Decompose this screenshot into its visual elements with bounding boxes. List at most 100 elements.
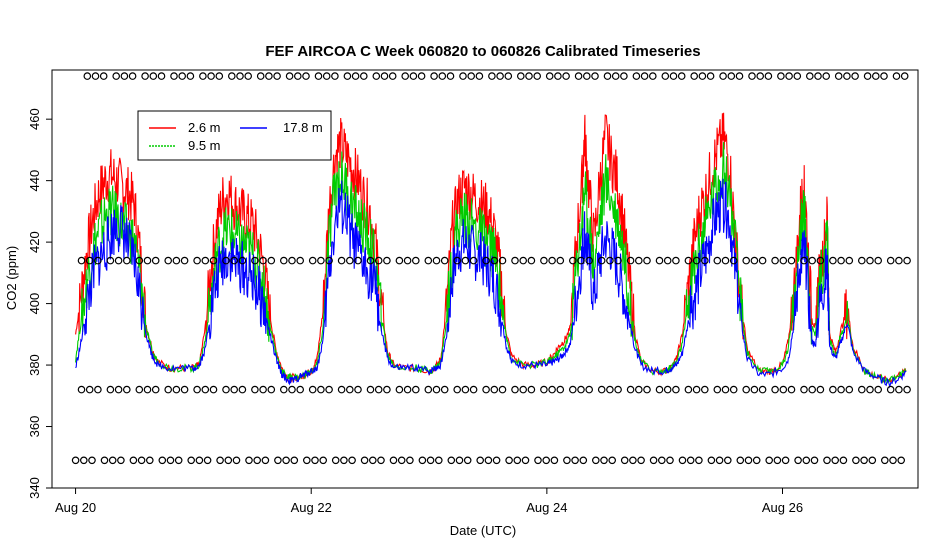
marker-point bbox=[614, 256, 622, 265]
marker-point bbox=[574, 72, 583, 80]
marker-point bbox=[657, 456, 666, 465]
series-layer bbox=[75, 112, 907, 389]
marker-point bbox=[727, 72, 736, 80]
marker-point bbox=[634, 256, 643, 265]
marker-point bbox=[504, 72, 513, 80]
marker-point bbox=[793, 72, 802, 80]
marker-point bbox=[267, 385, 276, 394]
marker-point bbox=[265, 72, 273, 80]
marker-point bbox=[860, 456, 868, 465]
marker-point bbox=[432, 385, 441, 394]
marker-point bbox=[527, 385, 536, 394]
marker-point bbox=[360, 456, 369, 465]
marker-point bbox=[852, 456, 860, 465]
marker-point bbox=[120, 72, 129, 80]
marker-point bbox=[424, 385, 433, 394]
marker-point bbox=[325, 385, 333, 394]
marker-point bbox=[141, 72, 149, 80]
marker-point bbox=[496, 72, 504, 80]
marker-point bbox=[897, 456, 906, 465]
marker-point bbox=[781, 456, 790, 465]
marker-point bbox=[143, 385, 152, 394]
marker-point bbox=[317, 256, 325, 265]
marker-point bbox=[874, 385, 883, 394]
marker-point bbox=[871, 72, 880, 80]
marker-point bbox=[195, 456, 204, 465]
y-tick-label: 380 bbox=[27, 354, 42, 376]
marker-point bbox=[706, 72, 715, 80]
marker-point bbox=[892, 72, 901, 80]
marker-point bbox=[719, 72, 727, 80]
series-line-17.8m bbox=[75, 178, 907, 389]
marker-point bbox=[232, 456, 241, 465]
marker-point bbox=[482, 385, 490, 394]
marker-point bbox=[777, 72, 785, 80]
marker-point bbox=[868, 456, 877, 465]
marker-point bbox=[143, 256, 152, 265]
marker-point bbox=[498, 385, 507, 394]
marker-point bbox=[193, 256, 201, 265]
marker-point bbox=[866, 256, 874, 265]
marker-point bbox=[816, 256, 825, 265]
marker-point bbox=[319, 456, 328, 465]
marker-point bbox=[123, 385, 131, 394]
marker-point bbox=[521, 456, 530, 465]
marker-point bbox=[424, 256, 433, 265]
marker-point bbox=[829, 385, 837, 394]
marker-point bbox=[516, 72, 525, 80]
marker-point bbox=[597, 385, 606, 394]
marker-row bbox=[71, 456, 906, 465]
marker-point bbox=[758, 385, 767, 394]
marker-point bbox=[756, 72, 765, 80]
marker-point bbox=[880, 456, 889, 465]
marker-point bbox=[128, 72, 137, 80]
marker-point bbox=[383, 385, 391, 394]
marker-point bbox=[695, 456, 703, 465]
y-axis-label: CO2 (ppm) bbox=[4, 246, 19, 310]
marker-point bbox=[359, 72, 368, 80]
marker-point bbox=[736, 456, 745, 465]
marker-point bbox=[172, 385, 181, 394]
marker-point bbox=[137, 456, 146, 465]
marker-point bbox=[201, 256, 210, 265]
marker-point bbox=[461, 385, 470, 394]
marker-point bbox=[571, 456, 579, 465]
marker-point bbox=[222, 256, 230, 265]
marker-point bbox=[787, 385, 796, 394]
marker-point bbox=[511, 385, 519, 394]
marker-point bbox=[438, 72, 447, 80]
marker-point bbox=[492, 456, 501, 465]
marker-point bbox=[395, 256, 404, 265]
marker-point bbox=[302, 456, 311, 465]
marker-point bbox=[698, 72, 707, 80]
marker-point bbox=[527, 256, 536, 265]
marker-point bbox=[677, 72, 686, 80]
marker-point bbox=[112, 72, 121, 80]
marker-point bbox=[158, 456, 167, 465]
marker-point bbox=[406, 456, 414, 465]
marker-point bbox=[498, 256, 507, 265]
marker-row bbox=[77, 256, 911, 265]
marker-point bbox=[91, 72, 100, 80]
marker-point bbox=[585, 385, 594, 394]
marker-point bbox=[383, 256, 391, 265]
marker-point bbox=[608, 456, 617, 465]
marker-point bbox=[251, 385, 259, 394]
marker-point bbox=[337, 256, 346, 265]
marker-point bbox=[178, 72, 187, 80]
series-line-9.5m bbox=[75, 142, 907, 385]
marker-point bbox=[403, 385, 412, 394]
marker-point bbox=[430, 72, 438, 80]
marker-point bbox=[186, 72, 195, 80]
marker-point bbox=[417, 72, 426, 80]
marker-point bbox=[834, 72, 843, 80]
marker-point bbox=[816, 385, 825, 394]
marker-point bbox=[568, 385, 577, 394]
marker-point bbox=[837, 256, 845, 265]
marker-point bbox=[114, 385, 123, 394]
marker-point bbox=[440, 385, 449, 394]
marker-point bbox=[348, 456, 356, 465]
marker-point bbox=[351, 72, 360, 80]
marker-point bbox=[453, 256, 462, 265]
marker-point bbox=[476, 456, 485, 465]
